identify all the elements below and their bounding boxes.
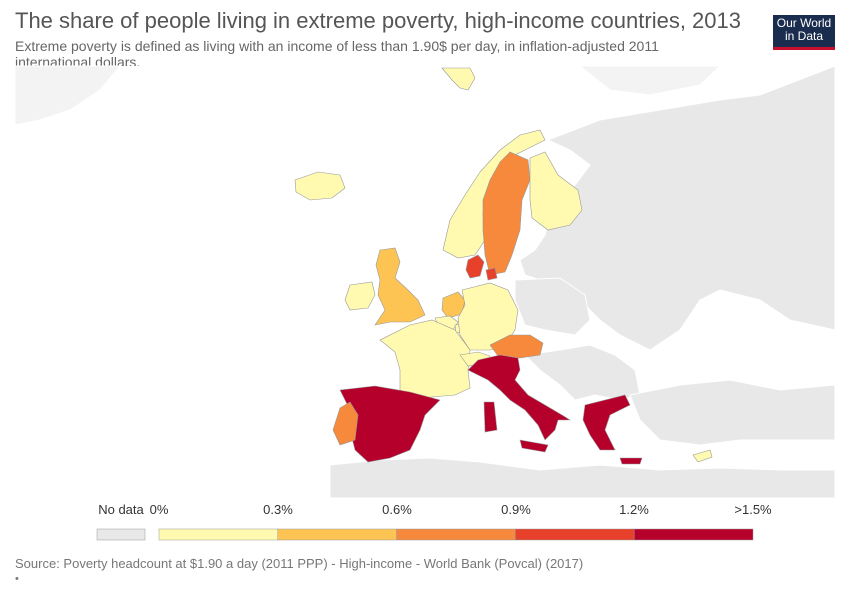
greenland-area	[14, 65, 122, 126]
legend-bin-0	[158, 528, 279, 541]
legend-bin-2	[396, 528, 516, 541]
turkey	[629, 379, 836, 446]
legend-tick-0: 0%	[149, 502, 169, 517]
footnote-dot: •	[15, 573, 19, 585]
legend-bin-1	[277, 528, 397, 541]
country-iceland	[294, 171, 346, 201]
country-ireland	[344, 281, 376, 311]
legend-no-data-swatch	[96, 528, 146, 541]
country-svalbard	[441, 67, 476, 91]
legend-tick-3: 0.9%	[501, 502, 531, 517]
legend	[96, 528, 754, 541]
legend-tick-2: 0.6%	[382, 502, 412, 517]
logo-line-1: Our World	[776, 16, 832, 30]
chart-title: The share of people living in extreme po…	[15, 8, 741, 33]
legend-tick-1: 0.3%	[263, 502, 293, 517]
legend-bin-4	[633, 528, 754, 541]
legend-no-data-label: No data	[98, 502, 144, 517]
balkans	[523, 344, 641, 401]
north-africa	[329, 457, 836, 499]
legend-tick-5: >1.5%	[734, 502, 772, 517]
country-greece	[582, 394, 643, 465]
country-finland	[529, 151, 583, 231]
country-norway	[442, 129, 546, 259]
owid-logo[interactable]: Our World in Data	[773, 15, 835, 50]
country-portugal	[332, 401, 359, 446]
countries-with-data	[294, 67, 713, 465]
country-cyprus	[692, 449, 713, 463]
poland-baltics	[514, 277, 591, 336]
svalbard-area	[578, 65, 722, 96]
logo-line-2: in Data	[784, 29, 824, 43]
no-data-land	[14, 65, 836, 499]
legend-bin-3	[515, 528, 635, 541]
country-sweden	[482, 151, 531, 276]
country-france	[379, 319, 471, 399]
country-italy	[467, 354, 572, 453]
legend-tick-4: 1.2%	[619, 502, 649, 517]
source-note[interactable]: Source: Poverty headcount at $1.90 a day…	[15, 556, 584, 571]
country-united-kingdom	[374, 247, 426, 326]
country-denmark	[465, 254, 498, 281]
